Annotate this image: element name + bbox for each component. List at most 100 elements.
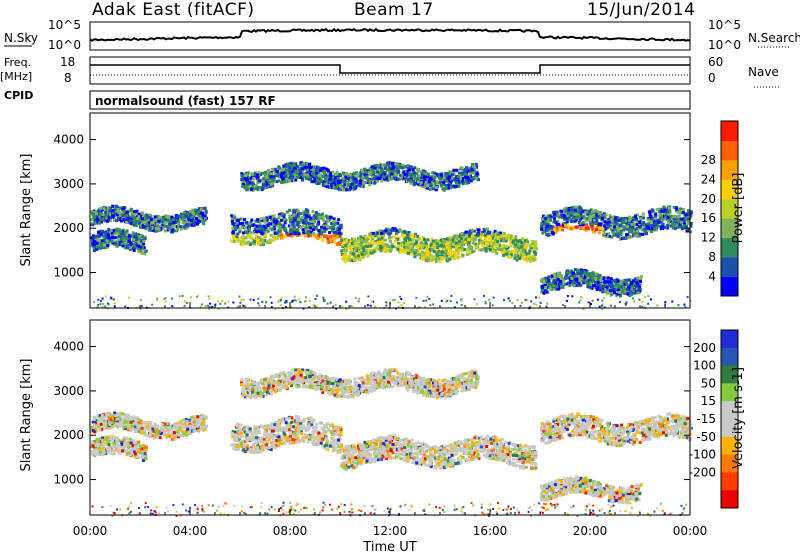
echo-cell <box>603 280 607 284</box>
echo-cell <box>484 249 488 253</box>
echo-cell <box>249 176 253 180</box>
echo-cell <box>373 241 377 245</box>
echo-cell <box>276 223 280 227</box>
echo-cell <box>649 215 652 219</box>
echo-cell <box>398 163 402 167</box>
echo-cell <box>320 225 324 229</box>
echo-cell <box>100 220 103 224</box>
echo-cell <box>638 225 642 229</box>
echo-cell <box>341 177 345 180</box>
echo-cell <box>366 245 369 249</box>
echo-cell <box>235 235 239 239</box>
echo-cell <box>90 236 94 240</box>
echo-cell <box>504 247 508 251</box>
echo-cell <box>336 181 340 185</box>
echo-cell <box>301 172 305 176</box>
echo-cell <box>632 216 635 220</box>
echo-cell <box>280 212 284 216</box>
echo-cell <box>523 244 527 248</box>
echo-cell <box>636 282 640 286</box>
echo-cell <box>231 219 234 223</box>
echo-cell <box>384 167 387 170</box>
echo-cell <box>605 235 609 238</box>
echo-cell <box>472 171 476 175</box>
echo-cell <box>486 232 489 236</box>
echo-cell <box>625 289 629 293</box>
echo-cell <box>181 221 185 224</box>
echo-cell <box>113 236 117 240</box>
echo-cell <box>325 225 329 229</box>
echo-cell <box>469 174 472 178</box>
echo-cell <box>321 215 325 219</box>
echo-cell <box>271 180 275 184</box>
echo-cell <box>632 287 636 291</box>
echo-cell <box>311 224 315 228</box>
echo-cell <box>103 231 107 234</box>
echo-cell <box>406 234 410 238</box>
echo-cell <box>524 252 528 256</box>
echo-cell <box>381 240 385 244</box>
echo-cell <box>90 210 94 213</box>
echo-cell <box>434 257 438 261</box>
echo-cell <box>365 177 369 181</box>
echo-cell <box>356 238 360 242</box>
echo-cell <box>577 281 581 285</box>
echo-cell <box>257 171 261 175</box>
echo-cell <box>582 225 586 229</box>
echo-cell <box>141 211 144 215</box>
echo-cell <box>525 240 529 244</box>
echo-cell <box>555 228 559 232</box>
echo-cell <box>423 185 427 189</box>
echo-cell <box>509 250 513 254</box>
echo-cell <box>504 244 508 248</box>
echo-cell <box>336 235 339 239</box>
echo-cell <box>234 226 238 230</box>
echo-cell <box>376 232 379 235</box>
echo-cell <box>246 233 250 237</box>
echo-cell <box>533 252 537 256</box>
echo-cell <box>275 231 279 235</box>
echo-cell <box>369 171 373 175</box>
echo-cell <box>663 216 667 220</box>
echo-cell <box>268 180 272 184</box>
echo-cell <box>408 238 412 242</box>
echo-cell <box>606 276 610 280</box>
echo-cell <box>649 218 653 222</box>
echo-cell <box>663 225 667 229</box>
echo-cell <box>295 214 299 218</box>
echo-cell <box>141 220 145 224</box>
echo-cell <box>203 206 207 210</box>
echo-cell <box>151 221 155 225</box>
echo-cell <box>102 239 106 243</box>
echo-cell <box>328 239 332 243</box>
echo-cell <box>400 243 404 247</box>
echo-cell <box>137 250 141 254</box>
echo-cell <box>595 210 599 214</box>
echo-cell <box>148 226 152 230</box>
echo-cell <box>243 185 247 189</box>
echo-cell <box>297 211 300 215</box>
echo-cell <box>629 225 633 229</box>
echo-cell <box>91 223 95 227</box>
echo-cell <box>410 252 414 256</box>
echo-cell <box>464 179 468 183</box>
echo-cell <box>446 186 450 190</box>
echo-cell <box>574 225 578 229</box>
echo-cell <box>467 174 471 178</box>
echo-cell <box>682 217 686 221</box>
echo-cell <box>634 291 638 295</box>
echo-cell <box>458 171 461 175</box>
echo-cell <box>651 217 655 221</box>
echo-cell <box>106 207 110 211</box>
echo-cell <box>245 175 249 179</box>
echo-cell <box>333 231 337 235</box>
echo-cell <box>337 172 341 176</box>
echo-cell <box>346 254 350 258</box>
echo-cell <box>427 252 431 256</box>
echo-cell <box>141 218 145 222</box>
echo-cell <box>573 268 577 272</box>
echo-cell <box>500 248 504 251</box>
echo-cell <box>570 208 574 212</box>
echo-cell <box>250 172 254 176</box>
echo-cell <box>342 255 346 259</box>
